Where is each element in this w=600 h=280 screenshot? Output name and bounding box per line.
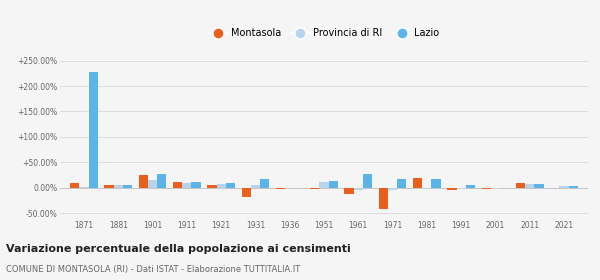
Bar	[535, 184, 544, 188]
Bar	[466, 185, 475, 188]
Bar	[491, 188, 500, 189]
Bar	[431, 179, 441, 188]
Bar	[388, 188, 397, 190]
Bar	[353, 188, 363, 190]
Bar	[482, 188, 491, 189]
Bar	[226, 183, 235, 188]
Bar	[148, 180, 157, 188]
Legend: Montasola, Provincia di RI, Lazio: Montasola, Provincia di RI, Lazio	[205, 24, 443, 42]
Bar	[457, 188, 466, 189]
Bar	[217, 184, 226, 188]
Bar	[207, 185, 217, 188]
Bar	[379, 188, 388, 209]
Bar	[157, 174, 166, 188]
Bar	[319, 182, 329, 188]
Bar	[123, 185, 132, 188]
Bar	[569, 186, 578, 188]
Bar	[559, 186, 569, 188]
Bar	[413, 178, 422, 188]
Bar	[70, 183, 79, 188]
Bar	[182, 183, 191, 188]
Bar	[113, 185, 123, 188]
Bar	[89, 72, 98, 188]
Bar	[104, 185, 113, 188]
Bar	[516, 183, 525, 188]
Bar	[525, 184, 535, 188]
Bar	[344, 188, 353, 194]
Bar	[251, 185, 260, 188]
Bar	[79, 187, 89, 188]
Bar	[173, 182, 182, 188]
Text: COMUNE DI MONTASOLA (RI) - Dati ISTAT - Elaborazione TUTTITALIA.IT: COMUNE DI MONTASOLA (RI) - Dati ISTAT - …	[6, 265, 300, 274]
Bar	[363, 174, 372, 188]
Bar	[260, 179, 269, 188]
Text: Variazione percentuale della popolazione ai censimenti: Variazione percentuale della popolazione…	[6, 244, 351, 254]
Bar	[242, 188, 251, 197]
Bar	[191, 182, 201, 188]
Bar	[422, 188, 431, 189]
Bar	[329, 181, 338, 188]
Bar	[139, 175, 148, 188]
Bar	[276, 188, 285, 189]
Bar	[397, 179, 406, 188]
Bar	[447, 188, 457, 190]
Bar	[310, 188, 319, 189]
